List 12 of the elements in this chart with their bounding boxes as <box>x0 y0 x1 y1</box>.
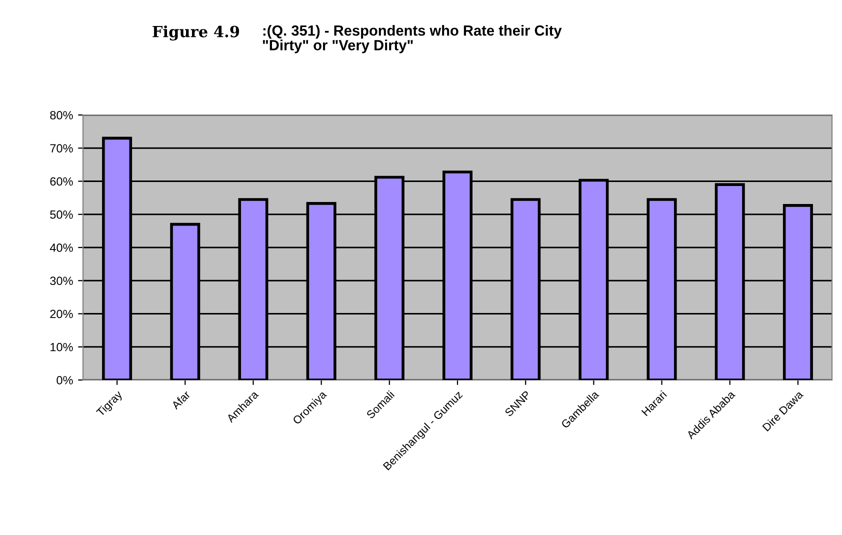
chart-subtitle: :(Q. 351) - Respondents who Rate their City "Dirty" or "Very Dirty" <box>262 25 562 54</box>
y-tick-label: 70% <box>50 144 73 153</box>
y-tick-label: 50% <box>50 210 73 219</box>
y-tick-label: 0% <box>56 376 73 384</box>
y-tick-label: 40% <box>50 244 73 252</box>
x-tick-label: Afar <box>170 390 191 410</box>
y-tick-label: 10% <box>50 342 73 352</box>
y-tick-label: 30% <box>50 276 73 286</box>
chart-title: Figure 4.9 <box>152 26 240 40</box>
y-tick-label: 60% <box>50 177 73 186</box>
y-tick-label: 80% <box>50 111 73 120</box>
y-tick-label: 20% <box>50 310 73 318</box>
